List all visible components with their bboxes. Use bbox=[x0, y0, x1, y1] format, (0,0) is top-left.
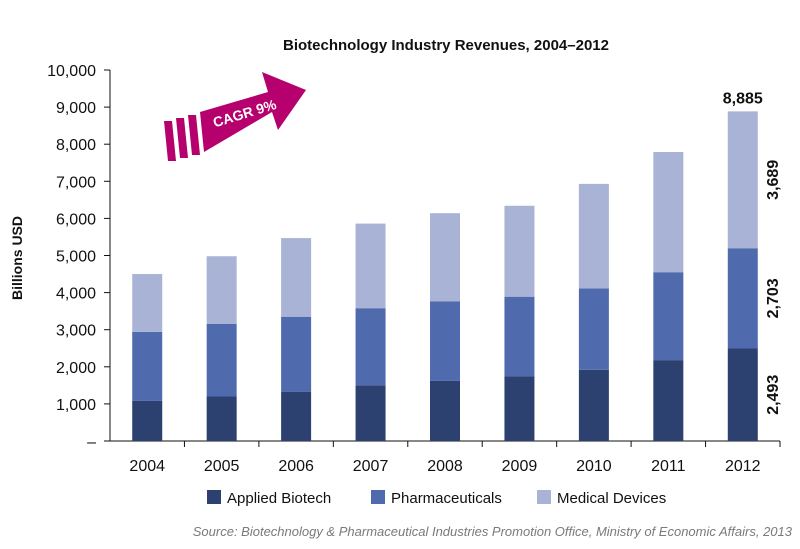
chart-title: Biotechnology Industry Revenues, 2004–20… bbox=[283, 37, 609, 54]
cagr-arrow-stripe-3 bbox=[188, 115, 200, 155]
bar-segment bbox=[355, 223, 386, 309]
segment-label: 2,493 bbox=[765, 375, 782, 415]
x-tick-label: 2004 bbox=[129, 458, 165, 475]
source-note: Source: Biotechnology & Pharmaceutical I… bbox=[193, 524, 793, 539]
segment-label: 3,689 bbox=[765, 160, 782, 200]
legend-label: Applied Biotech bbox=[227, 490, 331, 507]
x-tick-label: 2008 bbox=[427, 458, 463, 475]
bar-segment bbox=[281, 316, 312, 392]
bar-segment bbox=[430, 213, 460, 302]
cagr-arrow: CAGR 9% bbox=[164, 72, 306, 161]
y-tick-label: 1,000 bbox=[56, 397, 96, 414]
bar-segment bbox=[504, 296, 535, 377]
y-tick-label: – bbox=[87, 434, 96, 451]
bar-segment bbox=[727, 248, 758, 349]
x-tick-label: 2005 bbox=[204, 458, 240, 475]
bar-segment bbox=[132, 274, 163, 332]
bar-segment bbox=[727, 111, 758, 249]
legend: Applied Biotech Pharmaceuticals Medical De… bbox=[207, 490, 666, 507]
y-tick-label: 8,000 bbox=[56, 137, 96, 154]
legend-swatch bbox=[537, 490, 551, 504]
bar-segment bbox=[281, 238, 312, 317]
bar-segment bbox=[206, 256, 237, 324]
y-tick-label: 2,000 bbox=[56, 360, 96, 377]
bar-segment bbox=[653, 360, 684, 441]
bars bbox=[132, 111, 758, 441]
legend-label: Pharmaceuticals bbox=[391, 490, 502, 507]
cagr-arrow-stripe-1 bbox=[164, 121, 176, 161]
y-axis-label: Billions USD bbox=[9, 216, 25, 300]
data-labels: 8,885 2,493 2,703 3,689 bbox=[723, 90, 782, 414]
bar-segment bbox=[653, 151, 684, 273]
legend-swatch bbox=[371, 490, 385, 504]
y-tick-label: 3,000 bbox=[56, 323, 96, 340]
y-tick-label: 6,000 bbox=[56, 211, 96, 228]
bar-segment bbox=[206, 323, 237, 397]
legend-swatch bbox=[207, 490, 221, 504]
y-tick-label: 10,000 bbox=[47, 63, 96, 80]
y-tick-label: 7,000 bbox=[56, 174, 96, 191]
total-label: 8,885 bbox=[723, 90, 763, 107]
x-tick-label: 2007 bbox=[353, 458, 389, 475]
bar-segment bbox=[430, 380, 460, 441]
bar-segment bbox=[281, 391, 312, 441]
x-tick-label: 2011 bbox=[651, 458, 686, 475]
x-tick-label: 2009 bbox=[502, 458, 538, 475]
bar-segment bbox=[355, 308, 386, 386]
bar-segment bbox=[578, 183, 609, 289]
bar-segment bbox=[578, 288, 609, 370]
y-tick-label: 5,000 bbox=[56, 249, 96, 266]
x-tick-label: 2012 bbox=[725, 458, 761, 475]
segment-label: 2,703 bbox=[765, 278, 782, 318]
y-tick-label: 9,000 bbox=[56, 100, 96, 117]
cagr-arrow-stripe-2 bbox=[176, 118, 188, 158]
cagr-arrow-body bbox=[200, 72, 306, 152]
bar-segment bbox=[206, 396, 237, 441]
bar-segment bbox=[653, 272, 684, 361]
x-tick-label: 2010 bbox=[576, 458, 612, 475]
y-tick-label: 4,000 bbox=[56, 286, 96, 303]
legend-label: Medical Devices bbox=[557, 490, 666, 507]
bar-segment bbox=[727, 348, 758, 441]
x-tick-label: 2006 bbox=[278, 458, 314, 475]
bar-segment bbox=[504, 376, 535, 441]
bar-segment bbox=[132, 331, 163, 401]
bar-segment bbox=[430, 301, 460, 381]
bar-segment bbox=[578, 369, 609, 441]
bar-segment bbox=[132, 400, 163, 441]
bar-segment bbox=[504, 205, 535, 297]
bar-segment bbox=[355, 385, 386, 441]
